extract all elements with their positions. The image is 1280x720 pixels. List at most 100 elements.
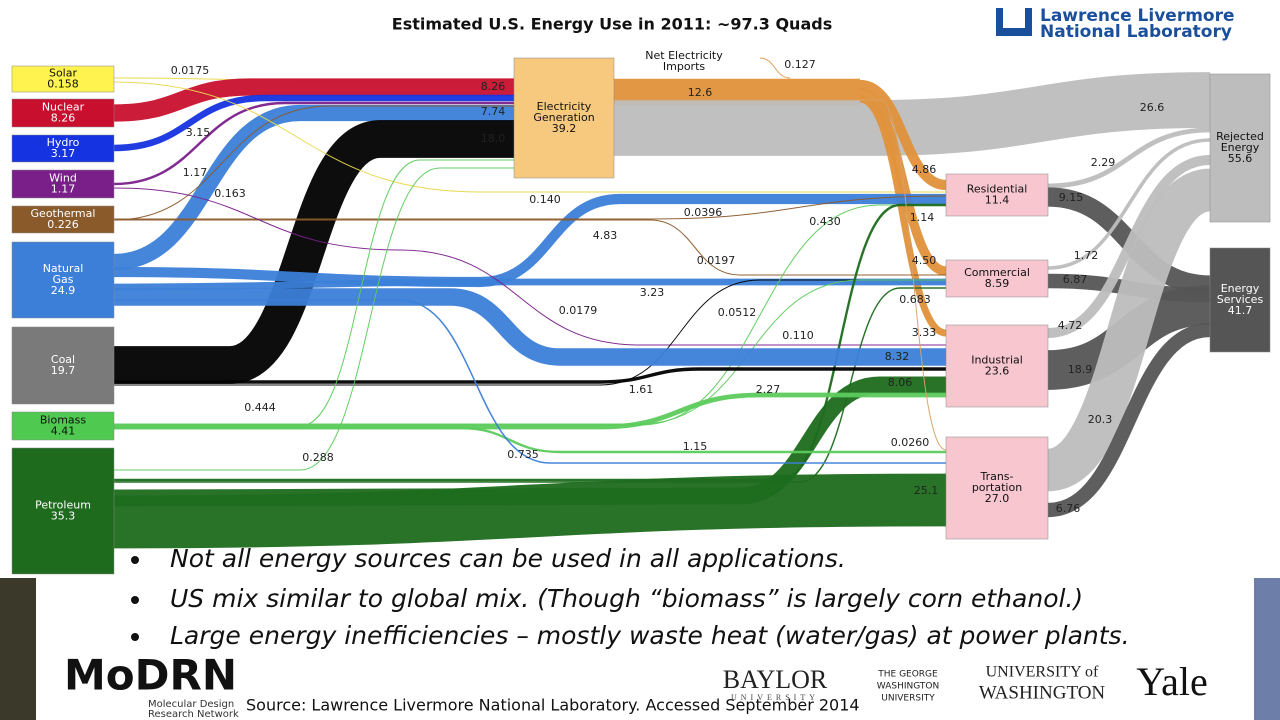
bullet: Large energy inefficiencies – mostly was… xyxy=(170,621,1130,650)
gwu: UNIVERSITY xyxy=(881,694,935,704)
flow-label: 8.26 xyxy=(481,80,506,93)
flow-ribbon xyxy=(114,288,946,366)
modrn-logo: MoDRN xyxy=(64,651,237,700)
flow-label: 3.33 xyxy=(912,326,937,339)
flow-ribbon xyxy=(113,187,946,346)
flow-label: 0.444 xyxy=(244,401,276,414)
node-value: 4.41 xyxy=(51,425,76,438)
flow-ribbon xyxy=(1047,138,1211,270)
flow-label: 0.683 xyxy=(899,293,931,306)
bullet-dot xyxy=(131,633,139,641)
flow-label: 18.0 xyxy=(481,132,506,145)
flow-label: 3.15 xyxy=(186,126,211,139)
node-box xyxy=(11,447,115,575)
flow-label: 20.3 xyxy=(1088,413,1113,426)
bullet: US mix similar to global mix. (Though “b… xyxy=(170,584,1083,613)
node-box xyxy=(945,324,1049,408)
logo-line: National Laboratory xyxy=(1040,22,1232,42)
node-value: 3.17 xyxy=(51,147,76,160)
flow-label: 8.06 xyxy=(888,376,913,389)
flow-ribbon xyxy=(113,299,946,464)
flow-label: 1.72 xyxy=(1074,249,1099,262)
flow-label: 18.9 xyxy=(1068,363,1093,376)
node-box xyxy=(1209,247,1271,353)
node-name: Biomass xyxy=(40,414,87,427)
node-box xyxy=(945,436,1049,540)
flow-ribbon xyxy=(113,193,946,288)
node-value: 55.6 xyxy=(1228,152,1253,165)
flow-ribbon xyxy=(113,195,947,220)
flow-label: 4.83 xyxy=(593,229,618,242)
flow-label: 0.0179 xyxy=(559,304,598,317)
bullet-dot xyxy=(131,556,139,564)
flow-label: 1.15 xyxy=(683,440,708,453)
flow-label: 0.0396 xyxy=(684,206,723,219)
flow-label: 3.23 xyxy=(640,286,665,299)
node-box xyxy=(945,259,1049,298)
flow-label: 4.50 xyxy=(912,254,937,267)
gwu: THE GEORGE xyxy=(877,670,938,680)
node-name: Energy xyxy=(1221,282,1260,295)
flow-ribbon xyxy=(114,120,514,384)
node-value: 0.158 xyxy=(47,78,79,91)
node-name: Residential xyxy=(967,183,1028,196)
node-box xyxy=(11,326,115,405)
bullet: Not all energy sources can be used in al… xyxy=(170,544,846,573)
node-value: 19.7 xyxy=(51,364,76,377)
node-name: Natural xyxy=(43,262,84,275)
flow-label: 0.0197 xyxy=(697,254,736,267)
flow-label: 0.288 xyxy=(302,451,334,464)
flow-ribbon xyxy=(614,99,947,451)
flow-ribbon xyxy=(114,159,514,427)
source: Source: Lawrence Livermore National Labo… xyxy=(246,696,860,715)
node-value: 8.59 xyxy=(985,277,1010,290)
flow-ribbon xyxy=(1047,322,1211,518)
node-name: Wind xyxy=(49,172,77,185)
flow-label: 0.0512 xyxy=(718,306,757,319)
node-box xyxy=(11,241,115,319)
node-box xyxy=(11,134,115,163)
modrn-sub: Research Network xyxy=(148,709,239,720)
node-name: Solar xyxy=(49,67,78,80)
flow-label: 1.14 xyxy=(910,211,935,224)
node-box xyxy=(11,205,115,234)
flow-ribbon xyxy=(759,57,791,79)
node-box xyxy=(1209,73,1271,223)
node-value: 41.7 xyxy=(1228,304,1253,317)
flow-ribbon xyxy=(114,167,514,471)
flow-ribbon xyxy=(613,72,1211,156)
flow-label: 0.0260 xyxy=(891,436,930,449)
baylor-sub: UNIVERSITY xyxy=(731,693,819,702)
flow-label: 4.86 xyxy=(912,163,937,176)
yale: Yale xyxy=(1136,659,1208,704)
bullet-dot xyxy=(131,596,139,604)
node-name: Generation xyxy=(533,111,594,124)
uw: WASHINGTON xyxy=(979,682,1106,703)
flow-label: 0.0175 xyxy=(171,64,210,77)
flow-label: 8.32 xyxy=(885,350,910,363)
side-bar xyxy=(1254,578,1280,720)
node-value: 27.0 xyxy=(985,492,1010,505)
modrn-sub: Molecular Design xyxy=(148,699,234,710)
flow-labels: 0.0175 8.26 3.15 1.17 7.74 18.0 0.163 0.140 12.6… xyxy=(171,58,1165,515)
node-value: 23.6 xyxy=(985,365,1010,378)
flow-ribbon xyxy=(859,95,947,337)
flow-ribbon xyxy=(113,81,946,193)
node-name: Petroleum xyxy=(35,499,91,512)
node-value: 24.9 xyxy=(51,284,76,297)
node-box xyxy=(513,57,615,179)
node-box xyxy=(11,98,115,128)
flow-label: 7.74 xyxy=(481,105,506,118)
node-name: Services xyxy=(1217,293,1264,306)
flow-ribbon xyxy=(114,219,946,276)
flow-label: 0.140 xyxy=(529,193,561,206)
flow-ribbon xyxy=(113,94,514,152)
flow-ribbon xyxy=(113,278,946,291)
node-name: Industrial xyxy=(971,354,1023,367)
flow-ribbon xyxy=(114,279,946,425)
flows xyxy=(113,57,1214,549)
node-name: Geothermal xyxy=(31,207,96,220)
node-value: 1.17 xyxy=(51,183,76,196)
flow-label: 12.6 xyxy=(688,86,713,99)
